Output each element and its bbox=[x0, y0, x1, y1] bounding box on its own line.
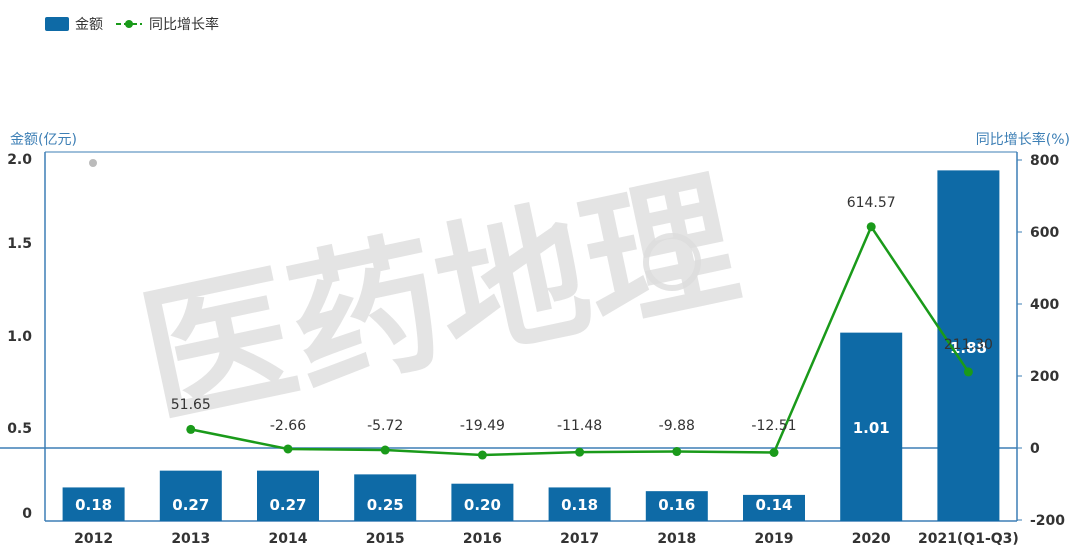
legend-item-line[interactable]: 同比增长率 bbox=[115, 14, 219, 34]
decorative-dot bbox=[89, 159, 97, 167]
x-tick-label: 2020 bbox=[852, 531, 891, 547]
bar[interactable] bbox=[937, 170, 1000, 521]
line-point[interactable] bbox=[380, 445, 390, 455]
line-point[interactable] bbox=[283, 444, 293, 454]
y-right-tick-label: 0 bbox=[1030, 441, 1040, 457]
bar[interactable] bbox=[62, 487, 125, 521]
legend: 金额 同比增长率 bbox=[45, 14, 219, 34]
line-data-label: 614.57 bbox=[847, 195, 896, 211]
watermark-globe-icon bbox=[643, 233, 701, 291]
bar-data-label: 0.20 bbox=[464, 496, 501, 514]
legend-bar-swatch bbox=[45, 17, 69, 31]
y-left-tick-label: 1.0 bbox=[7, 329, 32, 345]
bar[interactable] bbox=[840, 332, 903, 521]
line-data-label: 51.65 bbox=[171, 397, 211, 413]
y-right-tick-label: 400 bbox=[1030, 297, 1059, 313]
bar-data-label: 1.01 bbox=[853, 419, 890, 437]
bar[interactable] bbox=[159, 470, 222, 521]
y-left-tick-label: 2.0 bbox=[7, 152, 32, 168]
line-point[interactable] bbox=[769, 448, 779, 458]
bar-data-label: 0.18 bbox=[561, 496, 598, 514]
line-data-label: -9.88 bbox=[659, 418, 695, 434]
bar[interactable] bbox=[645, 491, 708, 521]
bar-data-label: 0.16 bbox=[658, 496, 695, 514]
legend-line-swatch bbox=[116, 20, 142, 28]
line-point[interactable] bbox=[477, 450, 487, 460]
y-right-tick-label: 200 bbox=[1030, 369, 1059, 385]
line-data-label: 211.30 bbox=[944, 337, 993, 353]
bar-data-label: 0.27 bbox=[269, 496, 306, 514]
line-data-label: -19.49 bbox=[460, 418, 505, 434]
bar[interactable] bbox=[743, 494, 805, 521]
line-point[interactable] bbox=[672, 447, 682, 457]
bar[interactable] bbox=[354, 474, 417, 521]
y-right-tick-label: 600 bbox=[1030, 225, 1059, 241]
x-tick-label: 2014 bbox=[269, 531, 308, 547]
line-data-label: -2.66 bbox=[270, 418, 306, 434]
y-left-tick-label: 0.5 bbox=[7, 421, 32, 437]
line-point[interactable] bbox=[186, 424, 196, 434]
x-tick-label: 2016 bbox=[463, 531, 502, 547]
x-tick-label: 2018 bbox=[657, 531, 696, 547]
x-tick-label: 2017 bbox=[560, 531, 599, 547]
y-right-tick-label: -200 bbox=[1030, 513, 1065, 529]
bar[interactable] bbox=[548, 487, 611, 521]
x-tick-label: 2021(Q1-Q3) bbox=[918, 531, 1019, 547]
y-right-tick-label: 800 bbox=[1030, 153, 1059, 169]
line-point[interactable] bbox=[866, 222, 876, 232]
y-axis-right-title: 同比增长率(%) bbox=[976, 131, 1070, 148]
bar-data-label: 0.14 bbox=[755, 496, 792, 514]
line-data-label: -12.51 bbox=[751, 418, 796, 434]
bar[interactable] bbox=[257, 470, 319, 521]
legend-item-bar[interactable]: 金额 bbox=[45, 14, 103, 34]
line-data-label: -5.72 bbox=[367, 418, 403, 434]
line-point[interactable] bbox=[575, 447, 585, 457]
y-left-tick-label: 1.5 bbox=[7, 236, 32, 252]
bar[interactable] bbox=[451, 483, 514, 521]
legend-line-label: 同比增长率 bbox=[149, 17, 219, 33]
bar-data-label: 1.88 bbox=[950, 339, 987, 357]
line-point[interactable] bbox=[963, 367, 973, 377]
bar-data-label: 0.18 bbox=[75, 496, 112, 514]
watermark: 医药地理 bbox=[128, 153, 751, 448]
x-tick-label: 2015 bbox=[366, 531, 405, 547]
bar-data-label: 0.25 bbox=[367, 496, 404, 514]
line-data-label: -11.48 bbox=[557, 418, 602, 434]
bar-data-label: 0.27 bbox=[172, 496, 209, 514]
legend-bar-label: 金额 bbox=[75, 17, 103, 33]
x-tick-label: 2019 bbox=[755, 531, 794, 547]
x-tick-label: 2012 bbox=[74, 531, 113, 547]
y-left-tick-label: 0 bbox=[22, 506, 32, 522]
x-tick-label: 2013 bbox=[171, 531, 210, 547]
y-axis-left-title: 金额(亿元) bbox=[10, 132, 77, 148]
